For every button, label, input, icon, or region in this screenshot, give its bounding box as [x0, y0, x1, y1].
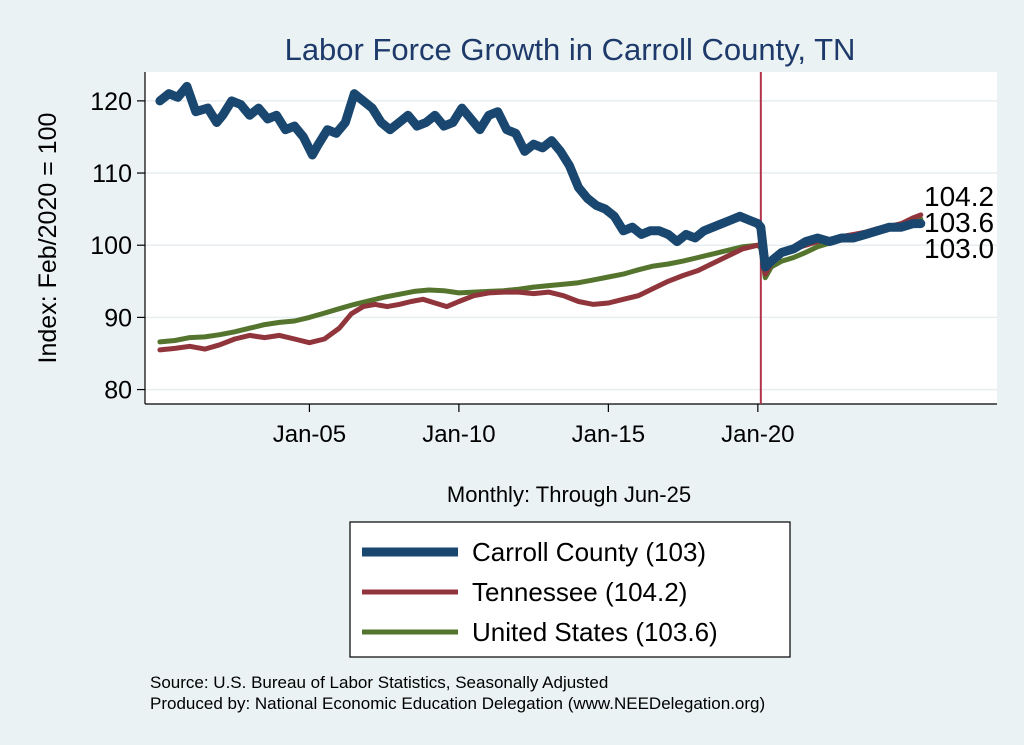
x-axis-label: Monthly: Through Jun-25: [447, 482, 691, 507]
x-tick-label-Jan-15: Jan-15: [572, 421, 645, 448]
y-tick-label-80: 80: [104, 377, 132, 405]
x-tick-label-Jan-05: Jan-05: [273, 421, 346, 448]
source-note: Source: U.S. Bureau of Labor Statistics,…: [150, 673, 608, 692]
chart-title: Labor Force Growth in Carroll County, TN: [285, 32, 856, 67]
legend: Carroll County (103) Tennessee (104.2) Uni…: [349, 521, 791, 658]
plot-area: [145, 72, 997, 404]
x-tick-label-Jan-20: Jan-20: [721, 421, 794, 448]
y-tick-label-110: 110: [92, 160, 132, 188]
end-label-united-states: 103.6: [924, 207, 994, 238]
y-tick-label-100: 100: [90, 232, 132, 260]
y-axis-label: Index: Feb/2020 = 100: [34, 113, 62, 364]
end-label-tennessee: 104.2: [924, 181, 994, 212]
y-axis-ticks: 80 90 100 110 120: [90, 88, 145, 405]
gridlines: [145, 100, 997, 391]
series-line-carroll-county: [155, 81, 926, 272]
y-tick-label-120: 120: [90, 88, 132, 116]
x-axis-ticks: Jan-05 Jan-10 Jan-15 Jan-20: [273, 404, 795, 448]
series-line-united-states: [157, 216, 924, 345]
producer-note: Produced by: National Economic Education…: [150, 694, 765, 713]
legend-label-united-states: United States (103.6): [472, 617, 718, 647]
y-tick-label-90: 90: [104, 304, 132, 332]
legend-label-tennessee: Tennessee (104.2): [472, 577, 687, 607]
legend-items: Carroll County (103) Tennessee (104.2) Uni…: [362, 537, 718, 647]
legend-label-carroll-county: Carroll County (103): [472, 537, 706, 567]
end-label-carroll-county: 103.0: [924, 233, 994, 264]
series-group: [155, 81, 926, 353]
x-tick-label-Jan-10: Jan-10: [422, 421, 495, 448]
